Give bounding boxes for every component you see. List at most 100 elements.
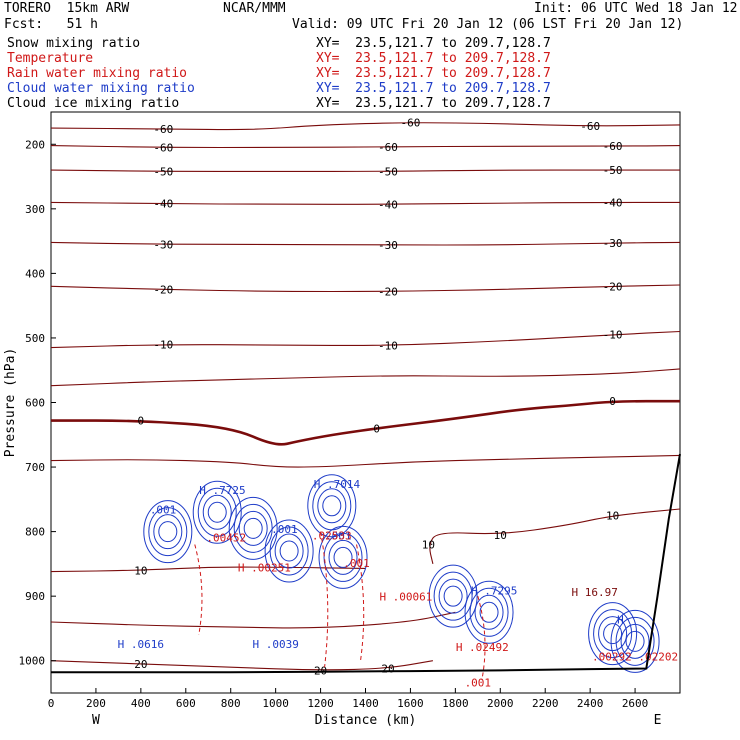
temperature-contour-label-2-2: -50 <box>603 164 623 177</box>
rain-contour-3 <box>477 596 486 681</box>
snow-label-0: H 16.97 <box>571 586 617 599</box>
rain-contour-2 <box>356 544 365 661</box>
temperature-contour-label-1-1: -60 <box>378 141 398 154</box>
temperature-contour-label-8-0: 0 <box>138 415 145 428</box>
cloud-water-contour-0-3 <box>148 507 188 557</box>
x-tick-label-800: 800 <box>221 697 241 710</box>
temperature-contour-label-10-2: 10 <box>606 509 619 522</box>
temperature-contour-label-10-1: 10 <box>494 529 507 542</box>
y-tick-label-1000: 1000 <box>19 655 46 668</box>
temperature-contour-label-8-1: 0 <box>373 422 380 435</box>
cloud-water-contour-1-4 <box>192 480 242 544</box>
x-tick-label-1000: 1000 <box>262 697 289 710</box>
temperature-contour-label-5-0: -20 <box>153 284 173 297</box>
rain-label-1: H .00251 <box>238 562 291 575</box>
rain-contour-1 <box>320 531 329 668</box>
cloud-water-contour-4-2 <box>317 488 347 524</box>
forecast-hour: Fcst: 51 h <box>4 17 98 32</box>
cloud-water-contour-5-2 <box>328 539 358 575</box>
temperature-contour-label-6-1: -10 <box>378 340 398 353</box>
temperature-contour-7 <box>50 368 681 387</box>
cloud-water-contour-7-4 <box>464 580 514 644</box>
cloud-water-contour-3-3 <box>269 526 309 576</box>
cloud-water-label-3: .001 <box>271 523 298 536</box>
temperature-contour-label-10-0: 10 <box>422 539 435 552</box>
temperature-contour-label-2-1: -50 <box>378 165 398 178</box>
field-xy-cloud-ice: XY= 23.5,121.7 to 209.7,128.7 <box>316 96 551 111</box>
cloud-water-contour-0-1 <box>158 521 178 543</box>
temperature-contour-label-4-1: -30 <box>378 239 398 252</box>
x-tick-label-2400: 2400 <box>577 697 604 710</box>
cloud-water-contour-5-1 <box>333 546 353 568</box>
cloud-water-extra-label-0: H .0616 <box>118 638 164 651</box>
y-tick-label-200: 200 <box>25 138 45 151</box>
cloud-water-contour-8-4 <box>588 602 638 666</box>
y-tick-label-800: 800 <box>25 526 45 539</box>
temperature-contour-4 <box>50 241 681 246</box>
cloud-water-contour-2-1 <box>243 517 263 539</box>
cloud-water-contour-8-1 <box>603 623 623 645</box>
field-label-temperature: Temperature <box>7 51 94 66</box>
cloud-water-contour-6-2 <box>438 578 468 614</box>
temperature-contour-8 <box>50 399 680 446</box>
field-label-cloud-ice: Cloud ice mixing ratio <box>7 96 180 111</box>
temperature-contour-label-5-1: -20 <box>378 285 398 298</box>
temperature-contour-label-3-0: -40 <box>153 198 173 211</box>
rain-label-5: H .02492 <box>456 641 509 654</box>
cloud-water-label-0: .001 <box>150 504 177 517</box>
x-tick-label-400: 400 <box>131 697 151 710</box>
cloud-water-contour-6-3 <box>433 571 473 621</box>
x-tick-label-1400: 1400 <box>352 697 379 710</box>
field-label-snow: Snow mixing ratio <box>7 36 141 51</box>
y-axis-title: Pressure (hPa) <box>3 348 18 458</box>
cloud-water-contour-7-3 <box>469 587 509 637</box>
temperature-contour-13 <box>50 660 433 671</box>
y-tick-label-400: 400 <box>25 267 45 280</box>
x-tick-label-2600: 2600 <box>622 697 649 710</box>
x-tick-label-1200: 1200 <box>307 697 334 710</box>
temperature-contour-0 <box>50 122 681 131</box>
temperature-contour-label-3-2: -40 <box>603 196 623 209</box>
x-axis-title: Distance (km) <box>315 713 417 728</box>
temperature-contour-3 <box>50 201 680 205</box>
cloud-water-contour-5-4 <box>318 525 368 589</box>
rain-label-0: .00452 <box>206 531 246 544</box>
x-end-label-east: E <box>654 713 662 728</box>
x-tick-label-200: 200 <box>86 697 106 710</box>
cloud-water-contour-7-1 <box>479 601 499 623</box>
x-tick-label-1600: 1600 <box>397 697 424 710</box>
temperature-contour-label-3-1: -40 <box>378 198 398 211</box>
field-label-rain: Rain water mixing ratio <box>7 66 188 81</box>
cloud-water-contour-5-3 <box>323 532 363 582</box>
cloud-water-contour-9-2 <box>620 623 650 659</box>
cloud-water-contour-9-4 <box>610 609 660 673</box>
field-xy-temperature: XY= 23.5,121.7 to 209.7,128.7 <box>316 51 551 66</box>
cloud-water-label-5: .001 <box>325 529 352 542</box>
cloud-water-contour-0-4 <box>143 500 193 564</box>
rain-label-4: H .00061 <box>379 591 432 604</box>
cloud-water-contour-1-3 <box>197 487 237 537</box>
rain-label-6: .001 <box>465 677 492 690</box>
cloud-water-label-4: H .7014 <box>314 478 361 491</box>
temperature-contour-1 <box>50 145 681 149</box>
temperature-contour-label-2-0: -50 <box>153 165 173 178</box>
field-xy-cloud-water: XY= 23.5,121.7 to 209.7,128.7 <box>316 81 551 96</box>
cloud-water-contour-6-4 <box>428 564 478 628</box>
y-tick-label-500: 500 <box>25 332 45 345</box>
temperature-contour-11 <box>50 566 366 573</box>
cloud-water-contour-0-2 <box>153 514 183 550</box>
cloud-water-label-9: H <box>617 613 624 626</box>
cloud-water-contour-7-2 <box>474 594 504 630</box>
cloud-water-contour-3-1 <box>279 540 299 562</box>
rain-contour-0 <box>194 544 203 635</box>
field-label-cloud-water: Cloud water mixing ratio <box>7 81 195 96</box>
cloud-water-contour-9-3 <box>615 616 655 666</box>
temperature-contour-label-0-0: -60 <box>153 123 173 136</box>
cloud-water-contour-9-1 <box>625 630 645 652</box>
cloud-water-contour-4-4 <box>307 474 357 538</box>
cloud-water-contour-3-4 <box>264 519 314 583</box>
valid-time: Valid: 09 UTC Fri 20 Jan 12 (06 LST Fri … <box>292 17 684 32</box>
temperature-contour-label-4-2: -30 <box>603 237 623 250</box>
temperature-contour-label-0-1: -60 <box>400 116 420 129</box>
